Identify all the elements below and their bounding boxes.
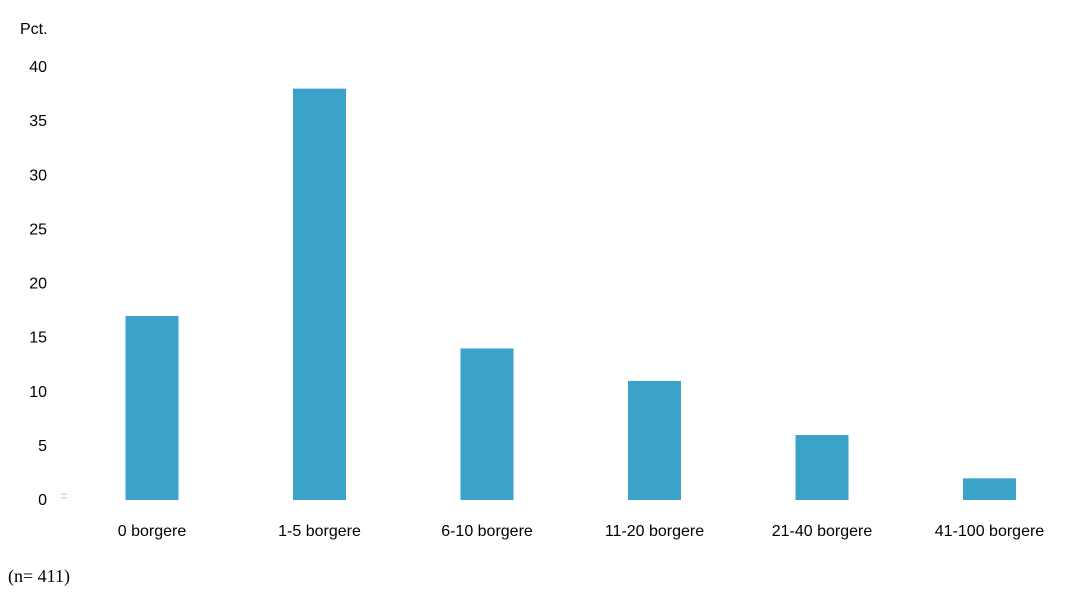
bar — [795, 435, 849, 500]
x-tick-label: 11-20 borgere — [605, 523, 704, 540]
x-tick-label: 1-5 borgere — [278, 523, 361, 540]
bar — [293, 88, 346, 501]
y-tick-label: 20 — [29, 276, 47, 293]
x-tick-label: 21-40 borgere — [772, 523, 873, 540]
y-tick-label: 5 — [38, 438, 47, 455]
zero-marker — [61, 493, 67, 499]
y-tick-label: 15 — [29, 330, 47, 347]
y-tick-label: 10 — [29, 384, 47, 401]
bar — [460, 348, 514, 500]
bars — [125, 88, 1016, 501]
x-tick-labels: 0 borgere 1-5 borgere 6-10 borgere 11-20 bo… — [118, 523, 1045, 540]
y-tick-label: 35 — [29, 113, 47, 130]
y-tick-labels: 0 5 10 15 20 25 30 35 40 — [29, 59, 47, 509]
y-tick-label: 0 — [38, 492, 47, 509]
bar — [963, 478, 1016, 500]
x-tick-label: 0 borgere — [118, 523, 187, 540]
x-tick-label: 41-100 borgere — [935, 523, 1045, 540]
y-tick-label: 40 — [29, 59, 47, 76]
sample-size-note: (n= 411) — [8, 566, 70, 587]
x-tick-label: 6-10 borgere — [441, 523, 533, 540]
bar — [628, 380, 681, 500]
y-axis-label: Pct. — [20, 21, 48, 38]
bar — [125, 315, 179, 500]
y-tick-label: 25 — [29, 221, 47, 238]
y-tick-label: 30 — [29, 167, 47, 184]
